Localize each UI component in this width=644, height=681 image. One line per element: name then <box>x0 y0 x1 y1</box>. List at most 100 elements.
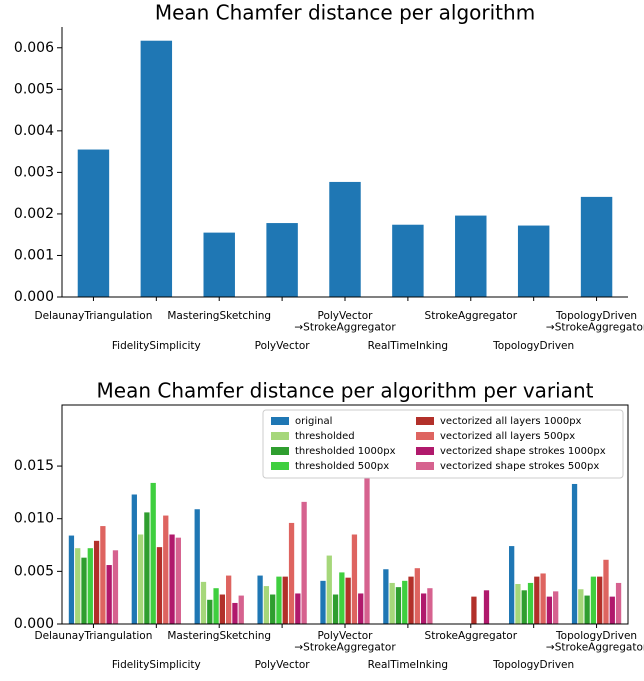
x-tick-label: DelaunayTriangulation <box>35 310 153 322</box>
legend-swatch <box>416 417 434 425</box>
bar <box>257 575 263 624</box>
bar <box>106 565 112 624</box>
bar <box>383 569 389 624</box>
bar <box>590 576 597 624</box>
x-tick-label: PolyVector <box>255 340 311 352</box>
bar <box>238 595 244 624</box>
bar <box>521 590 527 624</box>
bar <box>389 582 395 624</box>
legend-swatch <box>271 447 289 455</box>
legend-label: thresholded 1000px <box>295 446 396 457</box>
bar <box>455 215 487 297</box>
bar <box>527 582 534 624</box>
bar <box>540 573 546 624</box>
bar <box>156 547 163 624</box>
legend-label: thresholded 500px <box>295 461 389 472</box>
x-tick-label: StrokeAggregator <box>425 630 518 642</box>
bar <box>332 594 339 624</box>
legend-swatch <box>416 462 434 470</box>
bar <box>163 515 169 624</box>
y-tick-label: 0.003 <box>14 164 54 180</box>
legend-label: original <box>295 416 332 427</box>
bar <box>87 548 93 624</box>
bar <box>402 580 408 624</box>
bar <box>320 580 326 624</box>
bar <box>615 582 622 624</box>
bar <box>597 576 603 624</box>
legend-swatch <box>271 417 289 425</box>
bar <box>364 477 370 624</box>
bar <box>580 196 613 297</box>
y-tick-label: 0.002 <box>14 206 54 222</box>
bar <box>509 546 515 624</box>
legend-label: vectorized shape strokes 1000px <box>440 446 606 457</box>
bar <box>392 224 424 297</box>
bar <box>194 509 200 624</box>
bar <box>226 575 232 624</box>
x-tick-label: FidelitySimplicity <box>112 659 201 671</box>
legend-label: vectorized all layers 1000px <box>440 416 582 427</box>
x-tick-label: TopologyDriven →StrokeAggregator <box>546 310 644 334</box>
bar <box>329 181 361 297</box>
bar <box>75 548 81 624</box>
bar <box>414 568 420 624</box>
x-tick-label: PolyVector →StrokeAggregator <box>294 630 396 654</box>
bar <box>68 535 75 624</box>
bar <box>517 225 550 297</box>
x-tick-label: MasteringSketching <box>167 630 271 642</box>
x-tick-label: DelaunayTriangulation <box>35 630 153 642</box>
bar <box>515 583 521 624</box>
x-tick-label: MasteringSketching <box>167 310 271 322</box>
bar <box>131 494 137 624</box>
bar <box>534 576 540 624</box>
bar <box>200 581 207 624</box>
bar <box>219 594 226 624</box>
legend-label: vectorized shape strokes 500px <box>440 461 599 472</box>
x-tick-label: TopologyDriven <box>492 340 574 352</box>
bar <box>420 593 427 624</box>
bar <box>112 550 119 624</box>
legend-swatch <box>271 462 289 470</box>
bar <box>270 594 276 624</box>
bar <box>207 599 213 624</box>
bar <box>169 534 175 624</box>
bar <box>150 482 156 624</box>
legend-box <box>262 409 624 479</box>
bar <box>571 483 578 624</box>
bar <box>77 149 110 297</box>
bar <box>578 589 584 624</box>
y-tick-label: 0.004 <box>14 123 54 139</box>
legend-label: vectorized all layers 500px <box>440 431 575 442</box>
y-tick-label: 0.005 <box>14 563 54 579</box>
bar <box>358 593 364 624</box>
legend-swatch <box>271 432 289 440</box>
bar <box>213 588 219 624</box>
bar <box>427 588 433 624</box>
bar <box>140 40 173 297</box>
y-tick-label: 0.000 <box>14 289 54 305</box>
bar <box>282 576 288 624</box>
legend-swatch <box>416 432 434 440</box>
y-tick-label: 0.005 <box>14 81 54 97</box>
bar <box>144 512 150 624</box>
bar <box>263 586 270 624</box>
y-tick-label: 0.000 <box>14 616 54 632</box>
chart-title: Mean Chamfer distance per algorithm <box>155 1 535 25</box>
bar <box>203 232 235 297</box>
bar <box>546 596 553 624</box>
bar <box>81 557 87 624</box>
bar <box>93 540 100 624</box>
y-tick-label: 0.015 <box>14 458 54 474</box>
bar <box>553 591 559 624</box>
bar <box>232 602 238 624</box>
y-tick-label: 0.001 <box>14 247 54 263</box>
bar <box>288 522 295 624</box>
bar <box>295 593 301 624</box>
bar <box>301 501 307 624</box>
bar <box>603 559 609 624</box>
bar <box>609 596 615 624</box>
x-tick-label: PolyVector →StrokeAggregator <box>294 310 396 334</box>
bar <box>483 590 490 624</box>
legend-swatch <box>416 447 434 455</box>
